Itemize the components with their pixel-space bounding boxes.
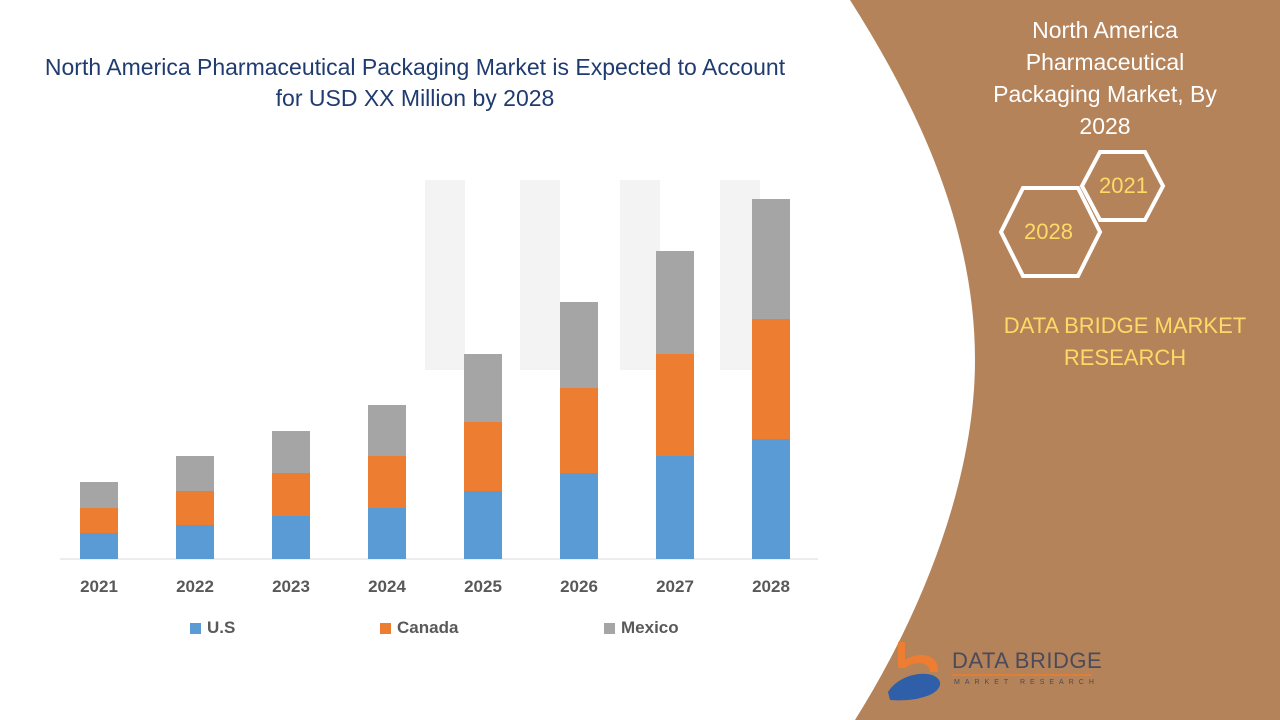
- bar-mexico-2022: [176, 456, 214, 491]
- bar-mexico-2021: [80, 482, 118, 508]
- bar-canada-2028: [752, 319, 790, 439]
- x-tick-label: 2022: [176, 577, 214, 596]
- bar-mexico-2026: [560, 302, 598, 388]
- hexagon-2028-shape: [998, 186, 1103, 278]
- x-tick-label: 2028: [752, 577, 790, 596]
- stacked-bar-chart: 2021 2022 2023 2024 2025 2026 2027 2028: [60, 199, 818, 596]
- x-tick-label: 2024: [368, 577, 406, 596]
- legend-label: Canada: [397, 618, 459, 637]
- bar-mexico-2027: [656, 251, 694, 354]
- logo-text: DATA BRIDGE: [952, 648, 1103, 673]
- chart-title: North America Pharmaceutical Packaging M…: [44, 54, 786, 111]
- legend-swatch-us: [190, 622, 201, 634]
- bar-us-2024: [368, 508, 406, 559]
- legend-item-canada: Canada: [380, 618, 458, 638]
- legend-item-us: U.S: [190, 618, 235, 638]
- data-bridge-logo-icon: [888, 642, 1092, 701]
- bar-us-2022: [176, 525, 214, 559]
- brand-name: DATA BRIDGE MARKET RESEARCH: [1003, 313, 1247, 370]
- logo-subtext: MARKET RESEARCH: [954, 679, 1099, 686]
- x-tick-label: 2027: [656, 577, 694, 596]
- bar-us-2025: [464, 491, 502, 559]
- bar-canada-2024: [368, 456, 406, 508]
- x-tick-label: 2021: [80, 577, 118, 596]
- x-tick-label: 2023: [272, 577, 310, 596]
- bar-mexico-2025: [464, 354, 502, 422]
- legend-swatch-canada: [380, 622, 391, 634]
- bar-us-2023: [272, 516, 310, 559]
- hexagon-2021-shape: [1079, 150, 1166, 222]
- bar-canada-2026: [560, 388, 598, 473]
- bar-canada-2025: [464, 422, 502, 491]
- bar-us-2028: [752, 439, 790, 559]
- legend-label: U.S: [207, 618, 236, 637]
- bar-canada-2027: [656, 354, 694, 456]
- bar-us-2021: [80, 533, 118, 559]
- bar-mexico-2024: [368, 405, 406, 456]
- legend-label: Mexico: [621, 618, 679, 637]
- bar-us-2026: [560, 473, 598, 559]
- side-panel-shape: [850, 0, 1280, 720]
- x-tick-label: 2026: [560, 577, 598, 596]
- bar-mexico-2028: [752, 199, 790, 319]
- legend-item-mexico: Mexico: [604, 618, 679, 638]
- legend-swatch-mexico: [604, 622, 615, 634]
- side-panel-title: North America Pharmaceutical Packaging M…: [993, 17, 1217, 139]
- bar-mexico-2023: [272, 431, 310, 473]
- bar-canada-2022: [176, 491, 214, 525]
- bar-canada-2023: [272, 473, 310, 516]
- bar-canada-2021: [80, 508, 118, 533]
- bar-us-2027: [656, 456, 694, 559]
- hexagon-2021-label: 2021: [1099, 173, 1148, 198]
- x-tick-label: 2025: [464, 577, 502, 596]
- hexagon-2028-label: 2028: [1024, 219, 1073, 244]
